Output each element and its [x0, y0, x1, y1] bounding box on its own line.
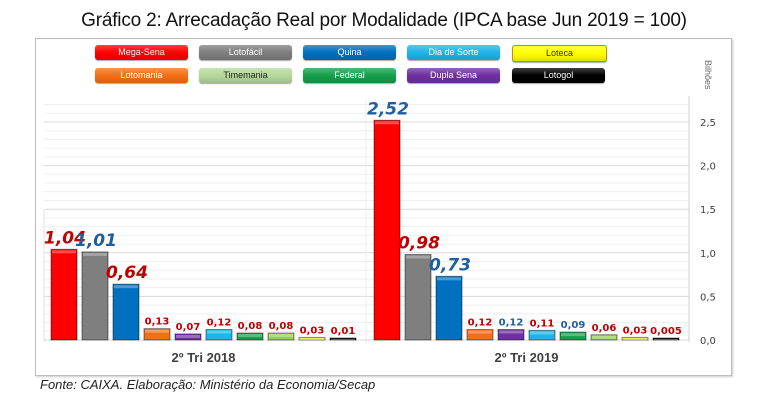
value-label: 0,12: [207, 318, 232, 329]
value-label: 0,12: [499, 318, 524, 329]
legend-item-timemania: Timemania: [199, 68, 292, 83]
bar-highlight: [530, 331, 554, 335]
bar-highlight: [83, 252, 107, 256]
value-label: 0,73: [429, 255, 471, 275]
bar-lotomania-2019: [466, 329, 494, 341]
bar-federal-2018: [236, 332, 264, 341]
legend-item-mega-sena: Mega-Sena: [95, 45, 188, 60]
value-label: 0,07: [176, 322, 201, 333]
bar-highlight: [375, 121, 399, 125]
bar-dupla-sena-2018: [174, 333, 202, 341]
legend-item-lotof-cil: Lotofácil: [199, 45, 292, 60]
value-label: 0,005: [650, 326, 682, 337]
legend-item-lotogol: Lotogol: [512, 68, 605, 83]
y-tick-label: 2,5: [700, 118, 716, 129]
value-label: 0,03: [623, 325, 648, 336]
bar-highlight: [592, 335, 616, 339]
value-label: 0,98: [398, 234, 440, 254]
value-label: 0,13: [145, 317, 170, 328]
bar-dia-de-sorte-2019: [528, 329, 556, 341]
x-tick-label: 2º Tri 2018: [171, 350, 235, 365]
value-label: 0,01: [331, 326, 356, 337]
value-label: 0,12: [468, 318, 493, 329]
bar-mega-sena-2019: [373, 119, 401, 341]
bar-lotogol-2018: [329, 337, 357, 341]
bar-federal-2019: [559, 331, 587, 341]
bar-loteca-2019: [621, 336, 649, 341]
bar-highlight: [623, 338, 647, 340]
value-label: 2,52: [367, 99, 409, 119]
bar-highlight: [52, 250, 76, 254]
bar-highlight: [654, 339, 678, 340]
bar-timemania-2019: [590, 334, 618, 341]
bar-highlight: [176, 334, 200, 338]
bar-lotomania-2018: [143, 328, 171, 341]
bar-dupla-sena-2019: [497, 329, 525, 341]
bar-lotof-cil-2019: [404, 254, 432, 341]
y-tick-label: 0,5: [700, 292, 716, 303]
value-label: 0,64: [106, 263, 148, 283]
bar-highlight: [499, 330, 523, 334]
value-label: 0,03: [300, 325, 325, 336]
value-label: 0,11: [530, 318, 555, 329]
legend-item-quina: Quina: [303, 45, 396, 60]
bar-mega-sena-2018: [50, 248, 78, 341]
bar-quina-2019: [435, 275, 463, 341]
bar-lotogol-2019: [652, 337, 680, 341]
bars: [50, 119, 680, 341]
legend-item-loteca: Loteca: [512, 45, 607, 62]
value-label: 1,01: [75, 231, 117, 251]
y-tick-label: 1,0: [700, 249, 716, 260]
y-tick-label: 0,0: [700, 336, 716, 347]
bar-highlight: [300, 338, 324, 340]
value-label: 0,06: [592, 323, 617, 334]
bar-highlight: [145, 329, 169, 333]
value-label: 0,09: [561, 320, 586, 331]
bar-lotof-cil-2018: [81, 251, 109, 341]
legend-item-federal: Federal: [303, 68, 396, 83]
value-label: 0,08: [269, 321, 294, 332]
chart-title: Gráfico 2: Arrecadação Real por Modalida…: [81, 10, 687, 31]
bar-highlight: [406, 255, 430, 259]
y-tick-label: 1,5: [700, 205, 716, 216]
x-axis: 2º Tri 2018 2º Tri 2019: [171, 350, 558, 365]
y-axis: 0,0 0,5 1,0 1,5 2,0 2,5: [700, 118, 716, 347]
value-labels: 1,041,01 0,64 0,13 0,07 0,12 0,08 0,08 0,03 0,01…: [44, 99, 682, 337]
value-label: 1,04: [44, 228, 86, 248]
bar-timemania-2018: [267, 332, 295, 341]
bar-highlight: [561, 333, 585, 337]
x-tick-label: 2º Tri 2019: [494, 350, 558, 365]
y-tick-label: 2,0: [700, 162, 716, 173]
gridlines: [43, 96, 690, 344]
bar-highlight: [238, 334, 262, 338]
value-label: 0,08: [238, 321, 263, 332]
bar-loteca-2018: [298, 336, 326, 341]
legend-item-dia-de-sorte: Dia de Sorte: [407, 45, 500, 60]
bar-quina-2018: [112, 283, 140, 341]
source-note: Fonte: CAIXA. Elaboração: Ministério da …: [40, 377, 376, 392]
bar-highlight: [331, 339, 355, 340]
bar-highlight: [437, 277, 461, 281]
legend-item-dupla-sena: Dupla Sena: [407, 68, 500, 83]
bar-highlight: [269, 334, 293, 338]
bar-highlight: [468, 330, 492, 334]
legend-item-lotomania: Lotomania: [95, 68, 188, 83]
bar-dia-de-sorte-2018: [205, 329, 233, 341]
bar-highlight: [114, 285, 138, 289]
bar-highlight: [207, 330, 231, 334]
